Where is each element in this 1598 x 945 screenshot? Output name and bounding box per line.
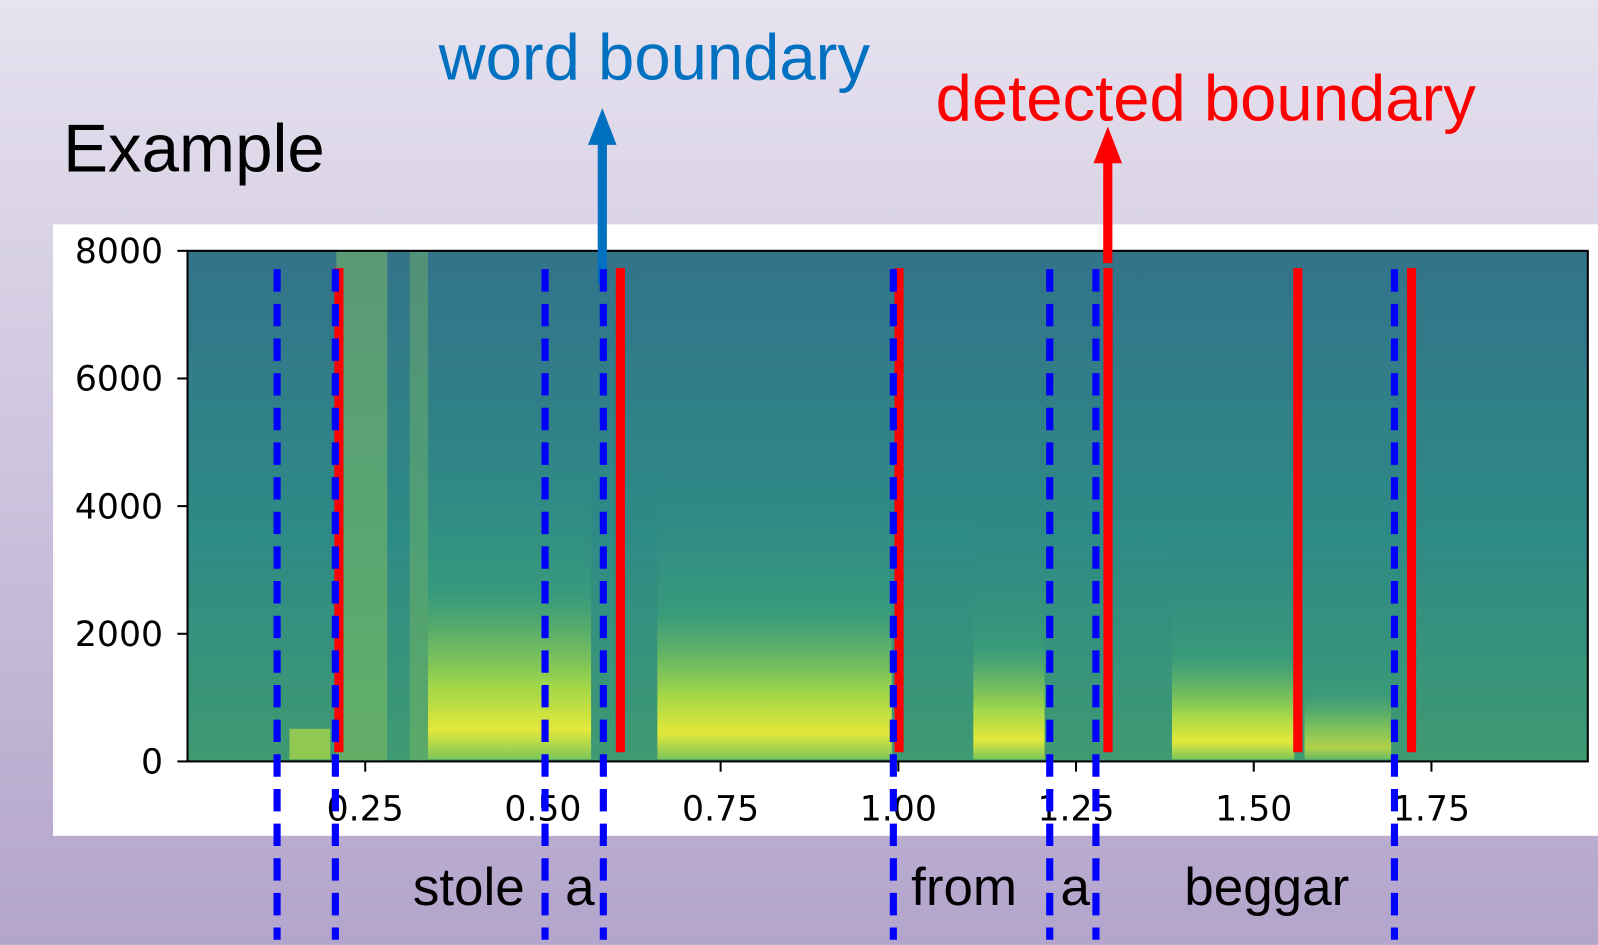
voiced-region (973, 510, 1044, 760)
voiced-region (289, 729, 330, 760)
y-tick-label: 4000 (75, 487, 163, 527)
x-tick-label: 1.00 (860, 790, 937, 830)
word-label: beggar (1184, 858, 1349, 917)
x-tick-label: 0.75 (682, 790, 759, 830)
x-tick-label: 1.50 (1215, 790, 1292, 830)
slide-title: Example (63, 111, 325, 186)
x-tick-label: 1.75 (1393, 790, 1470, 830)
voiced-region (428, 387, 591, 759)
y-tick-label: 0 (141, 743, 163, 783)
word-label: a (1060, 858, 1090, 917)
word-label: from (911, 858, 1017, 917)
voiced-region (1172, 530, 1294, 759)
y-tick-label: 2000 (75, 615, 163, 655)
voiced-region (1304, 612, 1391, 760)
page: {"title": "Example", "chart_data": { "ty… (0, 0, 1598, 945)
y-tick-label: 8000 (75, 232, 163, 272)
slide: Example word boundary detected boundary … (0, 0, 1598, 945)
word-label: a (565, 858, 595, 917)
fricative-band (410, 251, 428, 761)
fricative-band (336, 251, 387, 761)
word-label: stole (413, 858, 525, 917)
annotation-detected-boundary: detected boundary (936, 61, 1477, 134)
voiced-region (657, 428, 891, 759)
y-tick-label: 6000 (75, 360, 163, 400)
annotation-word-boundary: word boundary (438, 21, 871, 94)
